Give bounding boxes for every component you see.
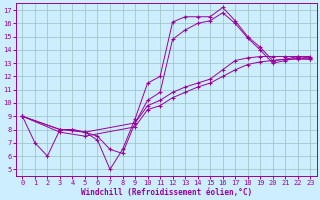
X-axis label: Windchill (Refroidissement éolien,°C): Windchill (Refroidissement éolien,°C) xyxy=(81,188,252,197)
